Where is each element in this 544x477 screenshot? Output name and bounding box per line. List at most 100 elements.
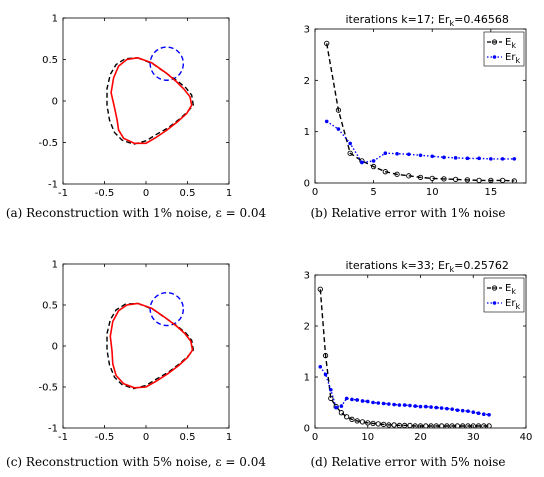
x-tick-label: 1 xyxy=(226,432,232,443)
data-point-erk xyxy=(413,404,418,408)
data-point-erk xyxy=(336,127,341,131)
x-tick-label: 30 xyxy=(467,432,480,443)
data-point-ek xyxy=(465,423,471,428)
y-tick-label: 3 xyxy=(304,25,310,36)
data-point-erk xyxy=(477,156,481,161)
data-point-erk xyxy=(450,407,454,411)
obstacle-circle xyxy=(149,46,185,81)
data-point-erk xyxy=(445,406,449,411)
data-point-erk xyxy=(442,155,446,160)
data-point-ek xyxy=(412,423,418,428)
x-tick-label: 0 xyxy=(143,432,149,443)
y-tick-label: -1 xyxy=(48,424,58,435)
data-point-ek xyxy=(380,421,387,428)
data-point-erk xyxy=(500,157,505,161)
legend-marker xyxy=(492,55,497,59)
y-tick-label: 2 xyxy=(304,76,310,87)
data-point-ek xyxy=(359,419,366,425)
y-tick-label: 2 xyxy=(304,322,310,333)
data-point-erk xyxy=(465,156,470,161)
data-point-erk xyxy=(334,405,338,410)
data-point-erk xyxy=(365,399,370,404)
data-point-ek xyxy=(470,423,476,428)
data-point-erk xyxy=(512,157,517,161)
data-point-erk xyxy=(487,412,491,417)
panel-b: 0 5 10 15 0 1 2 3 iterations k=17; Erk=0.46568 Ek… xyxy=(304,13,527,198)
x-tick-label: 0.5 xyxy=(180,432,196,443)
y-tick-label: 0 xyxy=(52,97,58,108)
x-tick-label: -0.5 xyxy=(95,188,115,199)
data-point-ek xyxy=(454,423,461,428)
data-point-ek xyxy=(475,423,482,428)
data-point-ek xyxy=(322,352,329,359)
caption-a: (a) Reconstruction with 1% noise, ε = 0.… xyxy=(5,206,267,220)
data-point-erk xyxy=(453,156,458,160)
x-tick-label: 0 xyxy=(312,187,318,198)
data-point-ek xyxy=(402,422,408,428)
y-tick-label: -0.5 xyxy=(38,138,58,149)
data-point-erk xyxy=(482,412,486,417)
plot-area xyxy=(106,46,195,145)
legend-label: Ek xyxy=(505,283,516,296)
data-point-erk xyxy=(360,399,365,403)
data-point-ek xyxy=(441,176,447,182)
true-boundary-curve xyxy=(106,57,195,145)
plot-area xyxy=(324,40,517,183)
legend-marker xyxy=(492,301,497,305)
data-point-ek xyxy=(460,423,466,428)
data-point-erk xyxy=(344,396,349,401)
x-tick-label: -0.5 xyxy=(95,432,115,443)
data-point-erk xyxy=(355,398,360,402)
x-tick-label: -1 xyxy=(58,432,68,443)
plot-area xyxy=(106,292,195,390)
data-point-ek xyxy=(338,410,345,416)
x-tick-label: 15 xyxy=(484,187,497,198)
data-point-erk xyxy=(418,153,423,158)
data-point-erk xyxy=(408,403,412,408)
legend: Ek Erk xyxy=(483,31,525,67)
data-point-erk xyxy=(430,154,435,159)
plot-title: iterations k=33; Erk=0.25762 xyxy=(346,259,509,274)
series-line-ek xyxy=(326,43,515,182)
data-point-erk xyxy=(350,397,354,402)
legend-marker xyxy=(491,39,498,45)
data-point-erk xyxy=(383,151,388,156)
data-point-ek xyxy=(386,422,392,428)
data-point-erk xyxy=(460,408,465,413)
data-point-erk xyxy=(466,409,470,413)
data-point-ek xyxy=(343,414,350,420)
data-point-erk xyxy=(397,403,402,407)
legend-marker xyxy=(491,285,498,291)
data-point-ek xyxy=(486,423,492,428)
data-point-ek xyxy=(335,107,342,113)
data-point-ek xyxy=(476,177,482,183)
data-point-erk xyxy=(434,405,439,410)
data-point-ek xyxy=(464,177,471,183)
data-point-erk xyxy=(455,408,460,412)
data-point-erk xyxy=(406,152,411,157)
data-point-ek xyxy=(423,423,429,428)
x-tick-label: 10 xyxy=(426,187,439,198)
caption-b: (b) Relative error with 1% noise xyxy=(310,206,506,220)
data-point-erk xyxy=(429,405,433,409)
data-point-ek xyxy=(488,177,494,183)
y-tick-label: -0.5 xyxy=(38,383,58,394)
data-point-erk xyxy=(423,404,428,409)
x-tick-label: 0.5 xyxy=(180,188,196,199)
data-point-ek xyxy=(511,178,517,183)
legend-label: Erk xyxy=(505,52,520,65)
data-point-erk xyxy=(402,403,407,407)
data-point-erk xyxy=(376,401,381,405)
legend-label: Ek xyxy=(505,37,516,50)
data-point-erk xyxy=(392,402,396,407)
data-point-ek xyxy=(417,423,424,428)
caption-d: (d) Relative error with 5% noise xyxy=(310,455,506,469)
data-point-ek xyxy=(499,177,506,183)
data-point-erk xyxy=(439,406,444,410)
data-point-erk xyxy=(371,400,375,405)
data-point-ek xyxy=(365,420,371,426)
data-point-erk xyxy=(395,151,399,156)
plot-frame xyxy=(62,263,230,429)
plot-area xyxy=(317,286,492,428)
x-tick-label: 5 xyxy=(370,187,376,198)
